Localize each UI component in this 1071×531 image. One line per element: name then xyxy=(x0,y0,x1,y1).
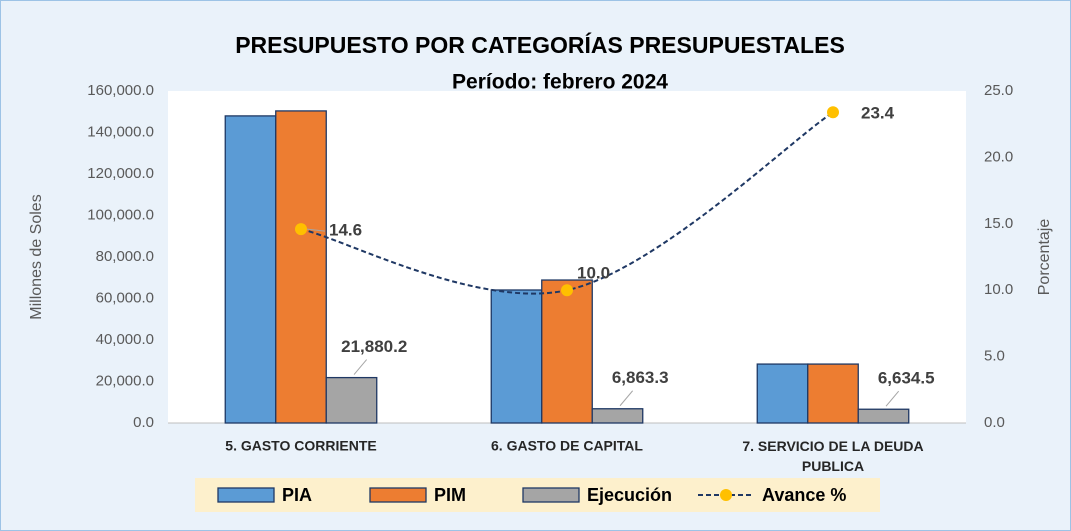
line-marker xyxy=(827,106,839,119)
chart-subtitle: Período: febrero 2024 xyxy=(452,71,668,94)
line-marker xyxy=(561,284,573,297)
y2-tick-label: 15.0 xyxy=(984,215,1013,232)
legend-swatch xyxy=(369,487,427,503)
y2-tick-label: 10.0 xyxy=(984,281,1013,298)
y-tick-label: 40,000.0 xyxy=(96,331,154,348)
chart-title: PRESUPUESTO POR CATEGORÍAS PRESUPUESTALE… xyxy=(235,31,845,58)
legend-swatch xyxy=(522,487,580,503)
bar xyxy=(807,363,859,424)
y-tick-label: 140,000.0 xyxy=(87,123,154,140)
x-tick-label: 7. SERVICIO DE LA DEUDA PUBLICA xyxy=(742,438,923,474)
legend-marker xyxy=(720,489,732,501)
y-tick-label: 60,000.0 xyxy=(96,289,154,306)
y2-tick-label: 20.0 xyxy=(984,148,1013,165)
data-label: 21,880.2 xyxy=(341,337,407,356)
y-axis-title: Millones de Soles xyxy=(28,194,45,319)
leader-line xyxy=(306,228,326,232)
bar xyxy=(591,408,644,424)
bar xyxy=(325,376,378,424)
y-tick-label: 120,000.0 xyxy=(87,165,154,182)
data-label: 6,863.3 xyxy=(612,368,669,387)
legend-swatch xyxy=(217,487,275,503)
bar xyxy=(857,408,910,424)
leader-line xyxy=(353,359,368,375)
bar xyxy=(541,279,593,424)
bar xyxy=(224,115,277,424)
y2-tick-label: 5.0 xyxy=(984,348,1005,365)
data-label: 10.0 xyxy=(577,264,610,283)
leader-line xyxy=(619,390,634,407)
y-tick-label: 20,000.0 xyxy=(96,372,154,389)
y2-tick-label: 0.0 xyxy=(984,414,1005,431)
x-tick-label: 6. GASTO DE CAPITAL xyxy=(491,438,643,454)
bar xyxy=(275,110,327,424)
y-tick-label: 160,000.0 xyxy=(87,82,154,99)
bar xyxy=(490,289,543,424)
legend-label: Ejecución xyxy=(587,485,672,505)
data-label: 14.6 xyxy=(329,221,362,240)
leader-line xyxy=(885,390,900,407)
y-tick-label: 100,000.0 xyxy=(87,206,154,223)
bar xyxy=(756,363,809,424)
y2-axis-title: Porcentaje xyxy=(1036,219,1053,296)
y-tick-label: 80,000.0 xyxy=(96,248,154,265)
data-label: 6,634.5 xyxy=(878,369,935,388)
x-tick-label: 5. GASTO CORRIENTE xyxy=(225,438,376,454)
y-tick-label: 0.0 xyxy=(133,414,154,431)
legend-label: PIA xyxy=(282,485,312,505)
legend-label: Avance % xyxy=(762,485,846,505)
data-label: 23.4 xyxy=(861,104,895,123)
legend-label: PIM xyxy=(434,485,466,505)
line-marker xyxy=(295,223,307,236)
y2-tick-label: 25.0 xyxy=(984,82,1013,99)
